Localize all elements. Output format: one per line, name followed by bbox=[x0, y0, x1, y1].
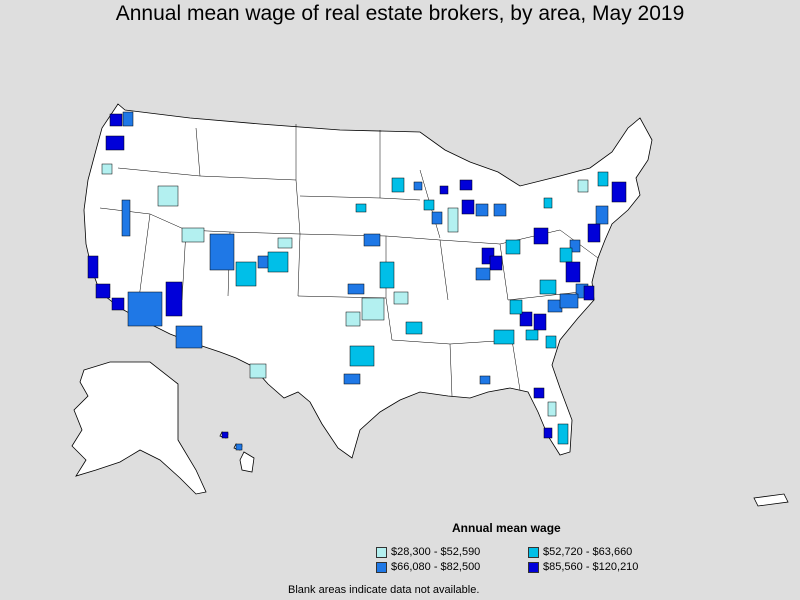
legend-label-4: $85,560 - $120,210 bbox=[543, 561, 639, 573]
legend-swatch-3 bbox=[376, 561, 387, 573]
legend-swatch-1 bbox=[376, 546, 387, 558]
alaska bbox=[71, 361, 207, 495]
legend-label-3: $66,080 - $82,500 bbox=[391, 561, 481, 573]
legend-swatch-2 bbox=[528, 546, 539, 558]
hawaii-big-island bbox=[239, 451, 255, 473]
legend-item-1: $28,300 - $52,590 bbox=[376, 546, 480, 558]
legend-label-2: $52,720 - $63,660 bbox=[543, 546, 633, 558]
legend-swatch-4 bbox=[528, 561, 539, 573]
footnote: Blank areas indicate data not available. bbox=[288, 584, 480, 596]
legend-label-1: $28,300 - $52,590 bbox=[391, 546, 481, 558]
legend-item-2: $52,720 - $63,660 bbox=[528, 546, 632, 558]
legend-title: Annual mean wage bbox=[452, 521, 561, 535]
legend-item-4: $85,560 - $120,210 bbox=[528, 561, 638, 573]
legend-item-3: $66,080 - $82,500 bbox=[376, 561, 480, 573]
puerto-rico bbox=[753, 493, 789, 507]
map-title: Annual mean wage of real estate brokers,… bbox=[115, 2, 685, 25]
